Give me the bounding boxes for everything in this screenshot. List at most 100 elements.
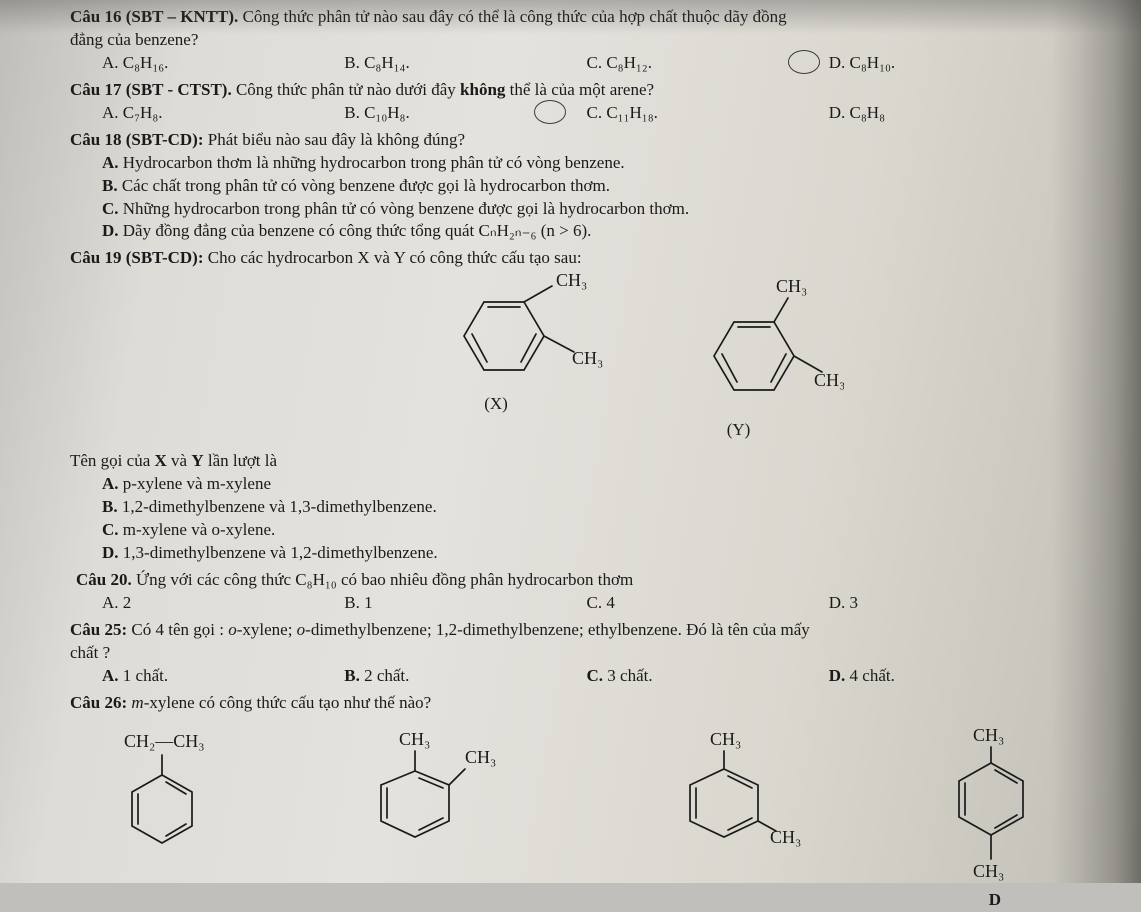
ortho-xylene-icon: CH₃ CH₃ [424, 274, 614, 424]
q18-B-text: Các chất trong phân tử có vòng benzene đ… [122, 176, 610, 195]
q19-C-text: m-xylene và o-xylene. [123, 520, 275, 539]
q26-text: -xylene có công thức cấu tạo như thế nào… [144, 693, 431, 712]
q18-D-text: Dãy đồng đẳng của benzene có công thức t… [123, 221, 592, 240]
svg-text:CH₃: CH₃ [465, 747, 496, 767]
ethylbenzene-icon: CH₂—CH₃ [106, 723, 246, 863]
q16-text-a: Công thức phân tử nào sau đây có thể là … [238, 7, 786, 26]
q18-opt-A: A. Hydrocarbon thơm là những hydrocarbon… [102, 152, 1071, 175]
q18-opt-D: D. Dãy đồng đẳng của benzene có công thứ… [102, 220, 1071, 243]
q19-B-text: 1,2-dimethylbenzene và 1,3-dimethylbenze… [122, 497, 437, 516]
q19-opt-D: D. 1,3-dimethylbenzene và 1,2-dimethylbe… [102, 542, 1071, 565]
q16-opt-B: B. C₈H₁₄. [344, 52, 586, 75]
para-xylene-q26-icon: CH₃ CH₃ [931, 723, 1051, 883]
q17-opt-D: D. C₈H₈ [829, 102, 1071, 125]
label-CH3-side-Y: CH₃ [814, 370, 844, 390]
q26-heading: Câu 26: [70, 693, 127, 712]
q20-heading: Câu 20. [76, 570, 132, 589]
q18-heading: Câu 18 (SBT-CD): [70, 130, 204, 149]
q20-stem: Câu 20. Ứng với các công thức C₈H₁₀ có b… [46, 569, 1071, 592]
q26-it: m [131, 693, 143, 712]
q18-text: Phát biểu nào sau đây là không đúng? [204, 130, 466, 149]
q17-heading: Câu 17 (SBT - CTST). [70, 80, 232, 99]
q20-opt-A: A. 2 [102, 592, 344, 615]
q25-it1: o [228, 620, 237, 639]
q17-opt-C: C. C₁₁H₁₈. [587, 102, 829, 125]
q19-opt-C: C. m-xylene và o-xylene. [102, 519, 1071, 542]
q26-stem: Câu 26: m-xylene có công thức cấu tạo nh… [46, 692, 1071, 715]
q19-stem: Câu 19 (SBT-CD): Cho các hydrocarbon X v… [46, 247, 1071, 270]
q19-stem2-end: lần lượt là [204, 451, 277, 470]
q17-bold: không [460, 80, 505, 99]
q19-stem2: Tên gọi của X và Y lần lượt là [46, 450, 1071, 473]
svg-text:CH₂—CH₃: CH₂—CH₃ [124, 731, 205, 751]
svg-text:CH₃: CH₃ [973, 861, 1004, 881]
structure-q26-B: CH₃ CH₃ [361, 723, 531, 890]
q25-heading: Câu 25: [70, 620, 127, 639]
structure-q26-A: CH₂—CH₃ [106, 723, 246, 890]
q25-text-a: Có 4 tên gọi : [127, 620, 228, 639]
q17-text2: thể là của một arene? [505, 80, 654, 99]
q18-A-text: Hydrocarbon thơm là những hydrocarbon tr… [123, 153, 625, 172]
q25-opt-D: D. 4 chất. [829, 666, 895, 685]
question-16: Câu 16 (SBT – KNTT). Công thức phân tử n… [46, 6, 1071, 75]
q19-opt-B: B. 1,2-dimethylbenzene và 1,3-dimethylbe… [102, 496, 1071, 519]
ortho-xylene-q26-icon: CH₃ CH₃ [361, 723, 531, 863]
q16-stem-line1: Câu 16 (SBT – KNTT). Công thức phân tử n… [46, 6, 1071, 29]
question-18: Câu 18 (SBT-CD): Phát biểu nào sau đây l… [46, 129, 1071, 244]
svg-text:CH₃: CH₃ [973, 725, 1004, 745]
q25-txt1: -xylene; [237, 620, 297, 639]
q19-stem2-bold2: Y [191, 451, 203, 470]
question-26: Câu 26: m-xylene có công thức cấu tạo nh… [46, 692, 1071, 912]
q19-stem2-a: Tên gọi của [70, 451, 155, 470]
q19-D-text: 1,3-dimethylbenzene và 1,2-dimethylbenze… [123, 543, 438, 562]
q18-opt-C: C. Những hydrocarbon trong phân tử có vò… [102, 198, 1071, 221]
svg-text:CH₃: CH₃ [710, 729, 741, 749]
q19-A-text: p-xylene và m-xylene [123, 474, 271, 493]
q16-heading: Câu 16 (SBT – KNTT). [70, 7, 238, 26]
q20-opt-D: D. 3 [829, 592, 1071, 615]
q26-structures-row: CH₂—CH₃ CH₃ CH₃ [46, 715, 1071, 890]
question-17: Câu 17 (SBT - CTST). Công thức phân tử n… [46, 79, 1071, 125]
q16-opt-D: D. C₈H₁₀. [829, 52, 1071, 75]
q18-opt-B: B. Các chất trong phân tử có vòng benzen… [102, 175, 1071, 198]
structure-q26-D: CH₃ CH₃ [931, 723, 1051, 890]
q16-stem-line2: đẳng của benzene? [46, 29, 1071, 52]
question-25: Câu 25: Có 4 tên gọi : o-xylene; o-dimet… [46, 619, 1071, 688]
q25-line1: Câu 25: Có 4 tên gọi : o-xylene; o-dimet… [46, 619, 1071, 642]
q19-stem2-mid: và [167, 451, 192, 470]
q20-opt-B: B. 1 [344, 592, 586, 615]
q26-letter-D: D [989, 889, 1001, 912]
q25-it2: o [297, 620, 306, 639]
q26-footer-letters: A B C D [46, 889, 1071, 912]
q20-opt-C: C. 4 [587, 592, 829, 615]
label-CH3-side: CH₃ [572, 348, 603, 368]
q19-heading: Câu 19 (SBT-CD): [70, 248, 204, 267]
q25-opt-A: A. 1 chất. [102, 666, 168, 685]
structure-q26-C: CH₃ CH₃ [646, 723, 816, 890]
label-CH3-top-Y: CH₃ [776, 276, 807, 296]
q17-text: Công thức phân tử nào dưới đây [232, 80, 460, 99]
q17-stem: Câu 17 (SBT - CTST). Công thức phân tử n… [46, 79, 1071, 102]
q25-opt-C: C. 3 chất. [587, 666, 653, 685]
q18-C-text: Những hydrocarbon trong phân tử có vòng … [123, 199, 689, 218]
question-19: Câu 19 (SBT-CD): Cho các hydrocarbon X v… [46, 247, 1071, 565]
q16-opt-C: C. C₈H₁₂. [587, 52, 829, 75]
q16-opt-A: A. C₈H₁₆. [102, 52, 344, 75]
q19-stem2-bold1: X [155, 451, 167, 470]
q25-opt-B: B. 2 chất. [344, 666, 409, 685]
svg-text:CH₃: CH₃ [399, 729, 430, 749]
q19-structures: CH₃ CH₃ (X) [46, 274, 1071, 442]
q20-text: Ứng với các công thức C₈H₁₀ có bao nhiêu… [132, 570, 633, 589]
q17-opt-B: B. C₁₀H₈. [344, 102, 586, 125]
q25-txt2: -dimethylbenzene; 1,2-dimethylbenzene; e… [305, 620, 810, 639]
meta-xylene-q26-icon: CH₃ CH₃ [646, 723, 816, 863]
question-20: Câu 20. Ứng với các công thức C₈H₁₀ có b… [46, 569, 1071, 615]
meta-xylene-icon: CH₃ CH₃ [664, 274, 844, 444]
q19-opt-A: A. p-xylene và m-xylene [102, 473, 1071, 496]
structure-X: CH₃ CH₃ (X) [424, 274, 614, 416]
q18-stem: Câu 18 (SBT-CD): Phát biểu nào sau đây l… [46, 129, 1071, 152]
page-root: Câu 16 (SBT – KNTT). Công thức phân tử n… [0, 0, 1141, 883]
structure-Y: CH₃ CH₃ (Y) [664, 274, 844, 442]
label-CH3-top: CH₃ [556, 274, 587, 290]
q19-text: Cho các hydrocarbon X và Y có công thức … [204, 248, 582, 267]
